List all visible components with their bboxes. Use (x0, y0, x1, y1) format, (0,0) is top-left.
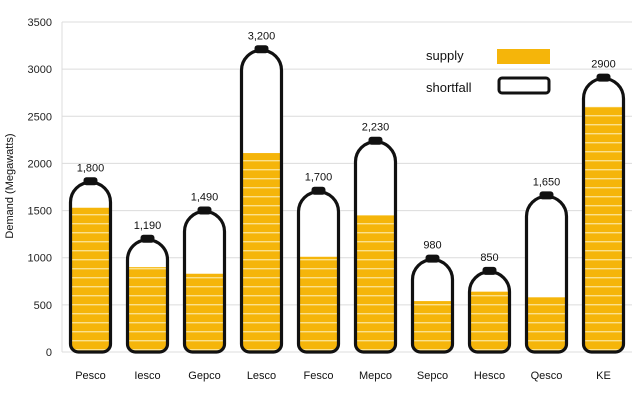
value-labels: 1,800 1,190 1,490 3,200 1,700 2,230 980 850 1,65… (77, 30, 616, 264)
x-tick-label: Qesco (531, 370, 563, 382)
legend-supply-label: supply (426, 48, 464, 63)
value-label: 2900 (591, 59, 615, 71)
bar-cap (596, 73, 611, 82)
value-label: 1,490 (191, 192, 219, 204)
y-axis-ticks: 0 500 1000 1500 2000 2500 3000 3500 (28, 17, 52, 359)
legend-shortfall-label: shortfall (426, 80, 472, 95)
bar-cap (311, 186, 326, 195)
supply-mark (184, 273, 225, 352)
bar-gepco (182, 206, 227, 354)
x-tick-label: Pesco (75, 370, 106, 382)
supply-mark (469, 291, 510, 352)
bar-hesco (467, 266, 512, 354)
bar-cap (368, 136, 383, 145)
x-tick-label: Hesco (474, 370, 505, 382)
x-tick-label: Mepco (359, 370, 392, 382)
supply-mark (298, 256, 339, 352)
y-tick-label: 500 (34, 300, 52, 312)
x-axis-labels: Pesco Iesco Gepco Lesco Fesco Mepco Sepco Hesco… (75, 370, 611, 382)
bar-outline (296, 190, 341, 354)
bar-qesco (524, 191, 569, 354)
bar-cap (539, 191, 554, 200)
value-label: 980 (423, 240, 441, 252)
y-tick-label: 2000 (28, 158, 52, 170)
supply-mark (70, 207, 111, 352)
supply-mark (127, 267, 168, 352)
bar-outline (410, 258, 455, 354)
value-label: 1,800 (77, 162, 105, 174)
x-tick-label: Fesco (304, 370, 334, 382)
value-label: 3,200 (248, 30, 276, 42)
y-axis-title: Demand (Megawatts) (4, 133, 16, 238)
legend: supply shortfall (426, 48, 551, 95)
bar-pesco (68, 177, 113, 354)
bar-cap (425, 254, 440, 263)
x-tick-label: Sepco (417, 370, 448, 382)
value-label: 1,650 (533, 176, 561, 188)
bar-cap (482, 266, 497, 275)
x-tick-label: Iesco (134, 370, 160, 382)
y-tick-label: 3000 (28, 64, 52, 76)
x-tick-label: Lesco (247, 370, 276, 382)
bar-iesco (125, 234, 170, 354)
bar-fesco (296, 186, 341, 354)
value-label: 850 (480, 252, 498, 264)
bar-cap (83, 177, 98, 186)
bar-outline (353, 140, 398, 354)
bars (68, 45, 626, 354)
supply-mark (241, 153, 282, 352)
supply-mark (412, 301, 453, 352)
value-label: 2,230 (362, 122, 390, 134)
y-tick-label: 0 (46, 347, 52, 359)
bar-cap (140, 234, 155, 243)
x-tick-label: Gepco (188, 370, 220, 382)
bar-sepco (410, 254, 455, 354)
bar-ke (581, 73, 626, 354)
legend-supply-swatch (497, 49, 550, 64)
value-label: 1,700 (305, 172, 333, 184)
y-tick-label: 3500 (28, 17, 52, 29)
bar-outline (182, 209, 227, 354)
bar-lesco (239, 45, 284, 354)
supply-mark (355, 215, 396, 352)
supply-mark (583, 106, 624, 352)
bar-mepco (353, 136, 398, 354)
bar-cap (197, 206, 212, 215)
supply-mark (526, 297, 567, 352)
y-tick-label: 2500 (28, 111, 52, 123)
y-tick-label: 1500 (28, 206, 52, 218)
y-tick-label: 1000 (28, 253, 52, 265)
value-label: 1,190 (134, 220, 162, 232)
legend-shortfall-swatch (497, 76, 551, 95)
bar-outline (524, 194, 569, 354)
bar-outline (467, 270, 512, 354)
bar-outline (239, 48, 284, 354)
x-tick-label: KE (596, 370, 611, 382)
bar-outline (125, 238, 170, 354)
bar-cap (254, 45, 269, 54)
bar-outline (68, 180, 113, 354)
bar-outline (581, 77, 626, 354)
